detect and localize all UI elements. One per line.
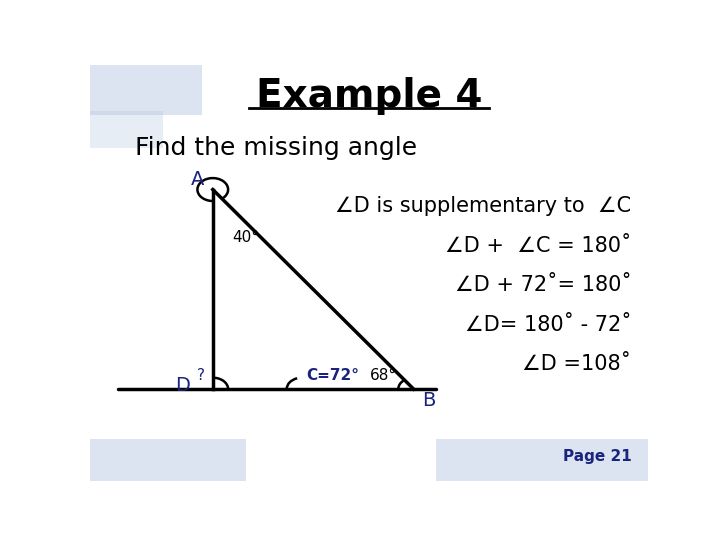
FancyBboxPatch shape — [90, 65, 202, 114]
Text: D: D — [175, 376, 189, 395]
FancyBboxPatch shape — [436, 439, 648, 481]
Text: Example 4: Example 4 — [256, 77, 482, 115]
Text: Find the missing angle: Find the missing angle — [135, 136, 417, 160]
Text: 40°: 40° — [233, 230, 260, 245]
Text: B: B — [423, 392, 436, 410]
Text: C=72°: C=72° — [306, 368, 359, 383]
FancyBboxPatch shape — [90, 439, 246, 481]
Text: ∠D +  ∠C = 180˚: ∠D + ∠C = 180˚ — [445, 235, 631, 255]
Text: ∠D + 72˚= 180˚: ∠D + 72˚= 180˚ — [454, 275, 631, 295]
Text: Page 21: Page 21 — [562, 449, 631, 464]
Text: ∠D= 180˚ - 72˚: ∠D= 180˚ - 72˚ — [464, 315, 631, 335]
Text: ∠D =108˚: ∠D =108˚ — [522, 354, 631, 374]
Text: ?: ? — [197, 368, 204, 383]
Text: 68°: 68° — [369, 368, 397, 383]
Text: ∠D is supplementary to  ∠C: ∠D is supplementary to ∠C — [335, 196, 631, 216]
Text: A: A — [191, 170, 204, 188]
FancyBboxPatch shape — [90, 111, 163, 148]
